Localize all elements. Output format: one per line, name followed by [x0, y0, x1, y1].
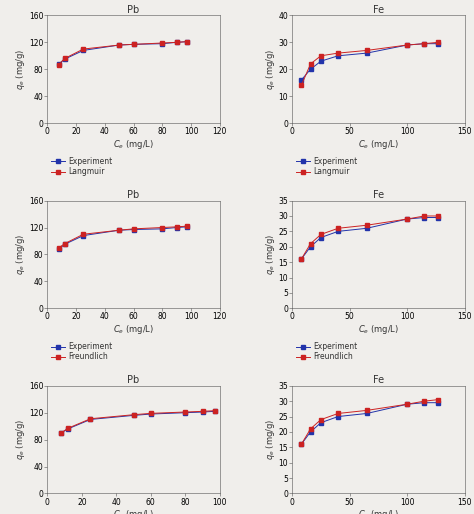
Title: Fe: Fe: [373, 190, 384, 200]
Legend: Experiment, Freundlich: Experiment, Freundlich: [296, 342, 357, 361]
Y-axis label: $q_e$ (mg/g): $q_e$ (mg/g): [14, 49, 27, 90]
Y-axis label: $q_e$ (mg/g): $q_e$ (mg/g): [264, 234, 277, 275]
Legend: Experiment, Langmuir: Experiment, Langmuir: [51, 157, 112, 176]
Title: Pb: Pb: [128, 375, 140, 385]
X-axis label: $C_e$ (mg/L): $C_e$ (mg/L): [358, 508, 399, 514]
Legend: Experiment, Langmuir: Experiment, Langmuir: [296, 157, 357, 176]
Y-axis label: $q_e$ (mg/g): $q_e$ (mg/g): [264, 419, 277, 460]
Title: Fe: Fe: [373, 5, 384, 14]
Title: Pb: Pb: [128, 5, 140, 14]
Title: Pb: Pb: [128, 190, 140, 200]
X-axis label: $C_e$ (mg/L): $C_e$ (mg/L): [358, 323, 399, 336]
Legend: Experiment, Freundlich: Experiment, Freundlich: [51, 342, 112, 361]
X-axis label: $C_e$ (mg/L): $C_e$ (mg/L): [113, 323, 154, 336]
X-axis label: $C_e$ (mg/L): $C_e$ (mg/L): [113, 138, 154, 151]
X-axis label: $C_e$ (mg/L): $C_e$ (mg/L): [113, 508, 154, 514]
Y-axis label: $q_e$ (mg/g): $q_e$ (mg/g): [264, 49, 277, 90]
Y-axis label: $q_e$ (mg/g): $q_e$ (mg/g): [14, 234, 27, 275]
Y-axis label: $q_e$ (mg/g): $q_e$ (mg/g): [14, 419, 27, 460]
X-axis label: $C_e$ (mg/L): $C_e$ (mg/L): [358, 138, 399, 151]
Title: Fe: Fe: [373, 375, 384, 385]
